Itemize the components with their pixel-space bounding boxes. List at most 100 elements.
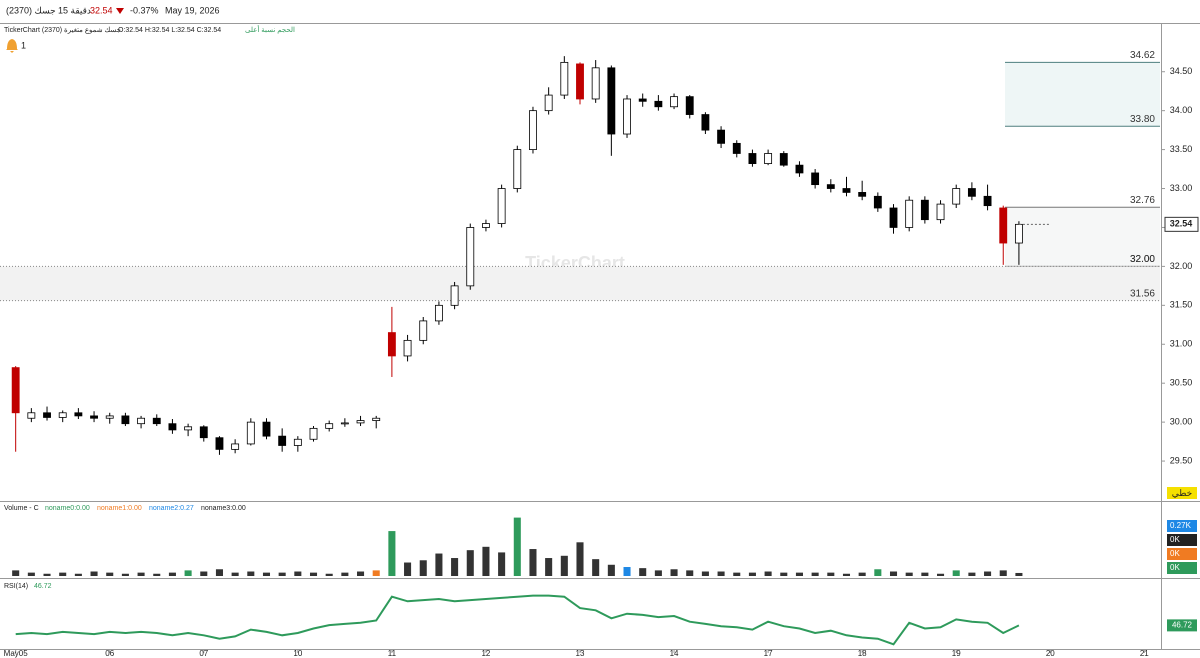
candle-body xyxy=(372,417,381,421)
legend-source: TickerChart (2370) جسك شموع متغيرة xyxy=(4,26,121,34)
candle-body xyxy=(576,63,584,100)
volume-bar xyxy=(733,572,741,576)
candle-body xyxy=(529,110,537,150)
y-tick-label: 34.50 xyxy=(1170,66,1193,76)
legend-entry: noname1:0.00 xyxy=(97,505,142,512)
candle-body xyxy=(121,415,130,425)
candle-body xyxy=(905,199,914,228)
x-tick-label: 12 xyxy=(481,649,490,658)
candle-body xyxy=(732,142,741,154)
volume-bar xyxy=(153,573,161,576)
candle-body xyxy=(231,443,240,450)
candle-body xyxy=(983,195,992,207)
candle-body xyxy=(560,61,569,96)
candle-body xyxy=(513,149,522,189)
candle-body xyxy=(43,412,51,418)
rsi-value-label: 46.72 xyxy=(1172,620,1193,629)
y-tick-label: 30.00 xyxy=(1170,417,1193,427)
x-tick-label: 11 xyxy=(388,649,397,658)
candle-body xyxy=(152,417,161,425)
volume-bar xyxy=(764,571,772,576)
volume-bar xyxy=(984,571,992,576)
mode-button[interactable] xyxy=(1167,487,1197,499)
candle-body xyxy=(450,285,459,306)
volume-bar xyxy=(968,572,976,576)
volume-bar xyxy=(435,553,443,576)
candle-body xyxy=(293,438,302,446)
candle-body xyxy=(544,94,553,112)
candle-body xyxy=(199,426,208,439)
axis-label: 0K xyxy=(1170,563,1180,572)
candle-body xyxy=(215,437,224,450)
down-arrow xyxy=(116,8,124,14)
candle-body xyxy=(952,188,961,205)
volume-bar xyxy=(576,542,584,576)
axis-label-box xyxy=(1167,562,1197,574)
candle-body xyxy=(638,98,647,102)
volume-bar xyxy=(466,550,474,576)
level-label: 32.00 xyxy=(1130,254,1155,265)
x-tick-label: 19 xyxy=(952,649,961,658)
candle-body xyxy=(685,96,694,115)
candle-body xyxy=(842,188,851,193)
candle-body xyxy=(434,304,443,322)
candle-body xyxy=(11,367,20,414)
alert-bell[interactable] xyxy=(6,39,18,53)
candle-body xyxy=(309,427,318,440)
candle-body xyxy=(466,227,475,287)
volume-bar xyxy=(372,570,380,576)
candle-body xyxy=(591,67,600,100)
level-label: 33.80 xyxy=(1130,114,1155,125)
volume-bar xyxy=(842,573,851,576)
volume-bar xyxy=(262,572,271,576)
level-label: 32.76 xyxy=(1130,195,1155,206)
candle-body xyxy=(748,153,757,165)
volume-bar xyxy=(59,572,67,576)
level-label: 31.56 xyxy=(1130,288,1155,299)
candle-body xyxy=(779,153,788,166)
volume-bar xyxy=(717,571,725,576)
volume-bar xyxy=(795,572,803,576)
candle-body xyxy=(482,223,490,228)
legend-entry: noname2:0.27 xyxy=(149,505,194,512)
volume-bar xyxy=(905,572,913,576)
candle-body xyxy=(795,164,804,174)
rsi-line xyxy=(15,594,1020,646)
axis-label: 0K xyxy=(1170,535,1180,544)
volume-bar xyxy=(357,571,365,576)
symbol: جسك (2370) xyxy=(6,5,56,15)
candle-body xyxy=(246,421,255,445)
volume-bar xyxy=(889,571,898,576)
candle-body xyxy=(826,184,835,189)
volume-bar xyxy=(309,572,318,576)
panel-title: RSI(14) xyxy=(4,583,28,590)
volume-bar xyxy=(451,558,459,576)
candle-body xyxy=(278,435,287,446)
x-tick-label: 20 xyxy=(1046,649,1055,658)
axis-label-box xyxy=(1167,548,1197,560)
volume-bar xyxy=(529,549,537,576)
candle-body xyxy=(105,415,114,419)
volume-bar xyxy=(121,573,129,576)
x-tick-label: 21 xyxy=(1140,649,1149,658)
price: 32.54 xyxy=(90,5,113,15)
candle-body xyxy=(967,188,976,197)
volume-bar xyxy=(137,572,145,576)
volume-bar xyxy=(388,531,396,576)
x-tick-label: May05 xyxy=(4,649,29,658)
volume-bar xyxy=(12,570,20,576)
y-tick-label: 31.00 xyxy=(1170,339,1193,349)
candle-body xyxy=(873,195,882,209)
volume-bar xyxy=(184,570,192,576)
candle-body xyxy=(90,415,98,419)
volume-bar xyxy=(592,559,600,576)
volume-bar xyxy=(952,570,960,576)
candle-body xyxy=(58,412,67,418)
volume-bar xyxy=(74,573,82,576)
candle-body xyxy=(168,423,177,431)
volume-bar xyxy=(325,573,333,576)
volume-bar xyxy=(294,571,302,576)
candle-body xyxy=(356,420,365,424)
volume-bar xyxy=(419,560,427,576)
